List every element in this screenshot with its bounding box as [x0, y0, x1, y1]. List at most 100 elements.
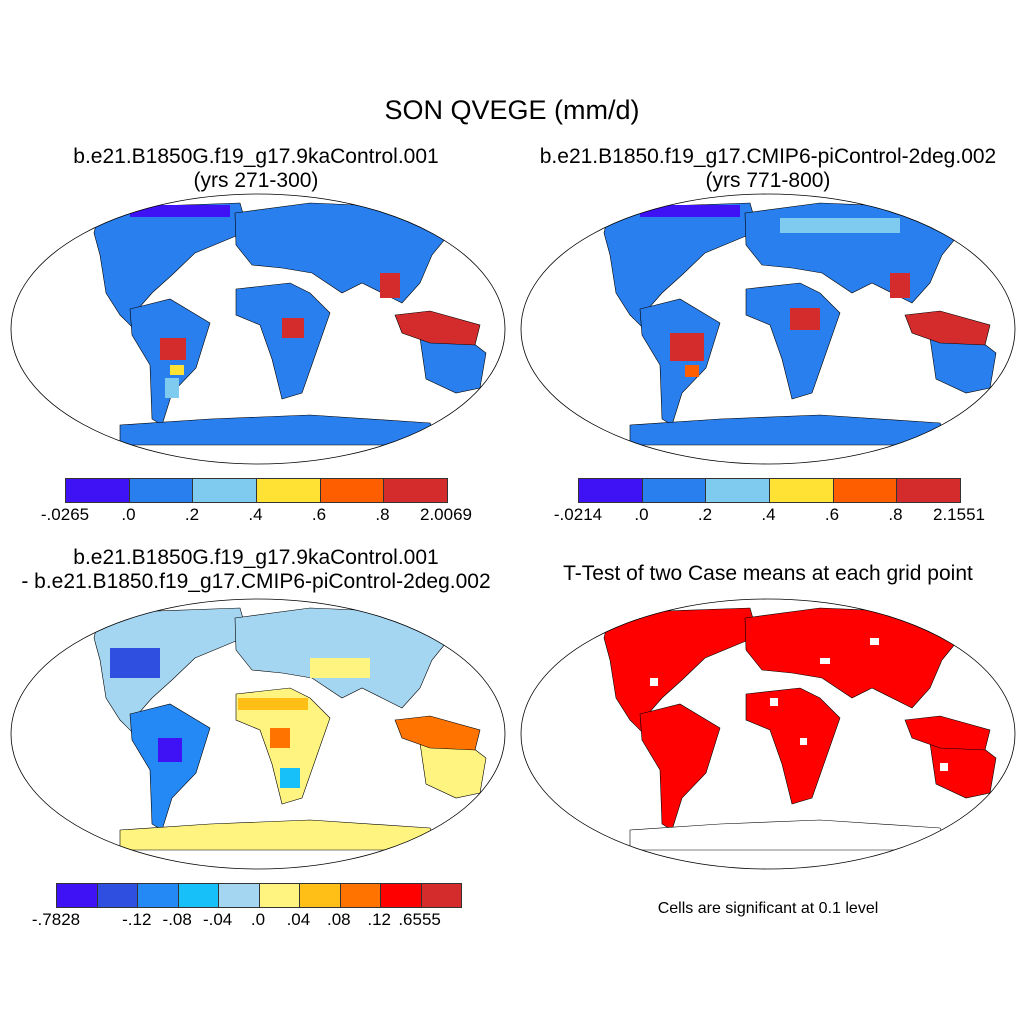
- panel1-title-line1: b.e21.B1850G.f19_g17.9kaControl.001: [73, 145, 439, 168]
- map-boundary: [520, 193, 1016, 465]
- grid-cell-patch: [780, 218, 900, 233]
- panel4-title: T-Test of two Case means at each grid po…: [563, 562, 973, 585]
- colorbar-swatch: [178, 884, 219, 907]
- grid-cell-patch: [270, 728, 290, 748]
- colorbar-swatch: [897, 479, 961, 502]
- grid-cell-patch: [380, 273, 400, 298]
- colorbar-label: -.04: [202, 910, 233, 929]
- landmass-samerica: [129, 298, 211, 426]
- landmass-seasia: [904, 715, 991, 751]
- colorbar-label: .2: [697, 505, 713, 524]
- colorbar-swatch: [138, 884, 179, 907]
- colorbar-label: .8: [375, 505, 390, 524]
- landmass-antarctica: [119, 414, 443, 446]
- map-boundary: [10, 193, 506, 465]
- landmass-africa: [745, 282, 841, 400]
- grid-cell-patch: [310, 658, 370, 678]
- colorbar-label: .0: [634, 505, 649, 524]
- colorbar-label: .6555: [398, 910, 441, 929]
- grid-cell-patch: [800, 738, 807, 745]
- colorbar-label: .12: [367, 910, 392, 929]
- colorbar-panel3: [56, 883, 462, 908]
- grid-cell-patch: [158, 738, 182, 762]
- landmass-africa: [235, 282, 331, 400]
- colorbar-label: .2: [184, 505, 200, 524]
- colorbar-label: 2.0069: [420, 505, 472, 524]
- landmass-samerica: [639, 298, 721, 426]
- colorbar-swatch: [129, 479, 194, 502]
- map-boundary: [520, 598, 1016, 870]
- colorbar-swatch: [57, 884, 98, 907]
- landmass-seasia: [904, 310, 991, 346]
- colorbar-label: .6: [824, 505, 840, 524]
- landmass-antarctica: [629, 414, 953, 446]
- grid-cell-patch: [940, 763, 948, 771]
- landmass-seasia: [394, 715, 481, 751]
- colorbar-label: -.08: [162, 910, 192, 929]
- colorbar-swatch: [381, 884, 422, 907]
- colorbar-swatch: [219, 884, 260, 907]
- grid-cell-patch: [170, 365, 184, 375]
- colorbar-panel2: [578, 478, 961, 503]
- landmass-samerica: [639, 703, 721, 831]
- colorbar-label: -.7828: [31, 910, 81, 929]
- colorbar-label: .8: [888, 505, 903, 524]
- colorbar-label: -.0214: [553, 505, 603, 524]
- map-panel3: [10, 598, 506, 870]
- panel2-title-line1: b.e21.B1850.f19_g17.CMIP6-piControl-2deg…: [539, 145, 997, 168]
- colorbar-label: .08: [326, 910, 351, 929]
- map-panel1: [10, 193, 506, 465]
- grid-cell-patch: [790, 308, 820, 330]
- grid-cell-patch: [870, 638, 879, 645]
- colorbar-label: -.12: [122, 910, 152, 929]
- colorbar-swatch: [421, 884, 461, 907]
- grid-cell-patch: [238, 698, 308, 710]
- grid-cell-patch: [650, 678, 658, 686]
- panel2-title-line2: (yrs 771-800): [705, 169, 831, 192]
- colorbar-label: .04: [286, 910, 311, 929]
- colorbar-label: .4: [248, 505, 263, 524]
- colorbar-swatch: [66, 479, 130, 502]
- grid-cell-patch: [110, 648, 160, 678]
- colorbar-label: .4: [761, 505, 776, 524]
- colorbar-label: .0: [121, 505, 136, 524]
- grid-cell-patch: [890, 273, 910, 298]
- grid-cell-patch: [820, 658, 830, 664]
- colorbar-swatch: [320, 479, 385, 502]
- colorbar-swatch: [193, 479, 258, 502]
- colorbar-swatch: [770, 479, 834, 502]
- panel1-title-line2: (yrs 271-300): [193, 169, 319, 192]
- colorbar-swatch: [833, 479, 898, 502]
- grid-cell-patch: [770, 698, 778, 706]
- grid-cell-patch: [282, 318, 304, 338]
- landmass-antarctica: [629, 819, 953, 851]
- colorbar-swatch: [642, 479, 707, 502]
- colorbar-swatch: [300, 884, 341, 907]
- colorbar-swatch: [340, 884, 381, 907]
- colorbar-panel1: [65, 478, 448, 503]
- panel2-title: b.e21.B1850.f19_g17.CMIP6-piControl-2deg…: [512, 145, 1024, 193]
- grid-cell-patch: [165, 378, 179, 398]
- panel1-title: b.e21.B1850G.f19_g17.9kaControl.001 (yrs…: [0, 145, 512, 193]
- map-panel2: [520, 193, 1016, 465]
- panel3-title-line1: b.e21.B1850G.f19_g17.9kaControl.001: [73, 546, 439, 569]
- colorbar-swatch: [259, 884, 300, 907]
- significance-note: Cells are significant at 0.1 level: [657, 900, 879, 917]
- grid-cell-patch: [685, 365, 699, 377]
- landmass-antarctica: [119, 819, 443, 851]
- panel3-title: b.e21.B1850G.f19_g17.9kaControl.001 - b.…: [0, 546, 512, 594]
- colorbar-swatch: [579, 479, 643, 502]
- colorbar-swatch: [706, 479, 771, 502]
- landmass-africa: [745, 687, 841, 805]
- colorbar-swatch: [97, 884, 138, 907]
- grid-cell-patch: [640, 205, 740, 217]
- landmass-samerica: [129, 703, 211, 831]
- colorbar-swatch: [384, 479, 448, 502]
- colorbar-label: -.0265: [40, 505, 90, 524]
- panel3-title-line2: - b.e21.B1850.f19_g17.CMIP6-piControl-2d…: [21, 570, 491, 593]
- colorbar-label: .0: [250, 910, 266, 929]
- colorbar-label: .6: [311, 505, 327, 524]
- map-panel4: [520, 598, 1016, 870]
- grid-cell-patch: [280, 768, 300, 788]
